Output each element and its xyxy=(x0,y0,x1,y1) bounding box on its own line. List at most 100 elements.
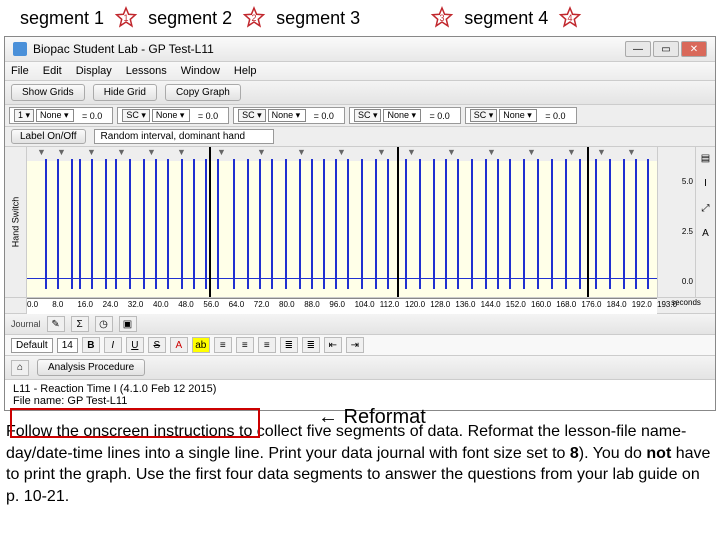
chart-area[interactable]: ▼▼▼▼▼▼▼▼▼▼▼▼▼▼▼▼▼▼▼ xyxy=(27,147,657,297)
journal-clock-icon[interactable]: ◷ xyxy=(95,316,113,332)
chart-tool-1[interactable]: I xyxy=(704,178,707,189)
star-3-icon: 3 xyxy=(430,6,454,30)
event-marker-icon: ▼ xyxy=(527,147,536,157)
y-axis-scale: 5.02.50.0 xyxy=(657,147,695,297)
data-spike xyxy=(91,159,93,289)
journal-img-icon[interactable]: ▣ xyxy=(119,316,137,332)
menu-file[interactable]: File xyxy=(11,65,29,77)
segment-header: segment 1 1 segment 2 2 segment 3 3 segm… xyxy=(0,0,720,36)
data-spike xyxy=(217,159,219,289)
window-title: Biopac Student Lab - GP Test-L11 xyxy=(33,42,214,56)
indent-less-button[interactable]: ⇤ xyxy=(324,337,342,353)
menu-lessons[interactable]: Lessons xyxy=(126,65,167,77)
font-family-select[interactable]: Default xyxy=(11,338,53,353)
svg-text:1: 1 xyxy=(124,13,129,23)
data-spike xyxy=(205,159,207,289)
event-marker-icon: ▼ xyxy=(337,147,346,157)
data-spike xyxy=(361,159,363,289)
segment-1-label: segment 1 xyxy=(20,8,104,29)
italic-button[interactable]: I xyxy=(104,337,122,353)
channel-measurement-row: 1 ▾None ▾= 0.0SC ▾None ▾= 0.0SC ▾None ▾=… xyxy=(5,105,715,127)
data-spike xyxy=(233,159,235,289)
reformat-arrow-label: ← Reformat xyxy=(318,406,426,429)
align-left-button[interactable]: ≡ xyxy=(214,337,232,353)
menu-edit[interactable]: Edit xyxy=(43,65,62,77)
channel-box-3[interactable]: SC ▾None ▾= 0.0 xyxy=(349,107,461,124)
align-center-button[interactable]: ≡ xyxy=(236,337,254,353)
event-marker-icon: ▼ xyxy=(377,147,386,157)
data-spike xyxy=(485,159,487,289)
menubar: File Edit Display Lessons Window Help xyxy=(5,62,715,81)
segment-3-label: segment 3 xyxy=(276,8,360,29)
star-2-icon: 2 xyxy=(242,6,266,30)
chart-tool-3[interactable]: A xyxy=(702,228,709,239)
reformat-highlight-box xyxy=(10,408,260,438)
bold-button[interactable]: B xyxy=(82,337,100,353)
segment-divider xyxy=(397,147,399,297)
data-spike xyxy=(565,159,567,289)
journal-icon[interactable]: ✎ xyxy=(47,316,65,332)
data-spike xyxy=(311,159,313,289)
event-marker-icon: ▼ xyxy=(217,147,226,157)
data-spike xyxy=(551,159,553,289)
underline-button[interactable]: U xyxy=(126,337,144,353)
menu-help[interactable]: Help xyxy=(234,65,257,77)
indent-more-button[interactable]: ⇥ xyxy=(346,337,364,353)
hide-grid-button[interactable]: Hide Grid xyxy=(93,84,157,101)
segment-2-label: segment 2 xyxy=(148,8,232,29)
analysis-toolbar: ⌂ Analysis Procedure xyxy=(5,356,715,380)
font-size-select[interactable]: 14 xyxy=(57,338,78,353)
close-button[interactable]: ✕ xyxy=(681,41,707,57)
data-spike xyxy=(537,159,539,289)
data-spike xyxy=(105,159,107,289)
channel-box-2[interactable]: SC ▾None ▾= 0.0 xyxy=(233,107,345,124)
data-spike xyxy=(285,159,287,289)
segment-label-text: Random interval, dominant hand xyxy=(94,129,274,144)
channel-box-0[interactable]: 1 ▾None ▾= 0.0 xyxy=(9,107,113,124)
menu-window[interactable]: Window xyxy=(181,65,220,77)
segment-divider xyxy=(209,147,211,297)
svg-text:2: 2 xyxy=(252,13,257,23)
list-number-button[interactable]: ≣ xyxy=(302,337,320,353)
event-marker-icon: ▼ xyxy=(407,147,416,157)
event-marker-icon: ▼ xyxy=(627,147,636,157)
data-spike xyxy=(375,159,377,289)
analysis-procedure-button[interactable]: Analysis Procedure xyxy=(37,359,145,376)
titlebar: Biopac Student Lab - GP Test-L11 — ▭ ✕ xyxy=(5,37,715,62)
channel-box-1[interactable]: SC ▾None ▾= 0.0 xyxy=(117,107,229,124)
data-spike xyxy=(143,159,145,289)
data-spike xyxy=(79,159,81,289)
align-right-button[interactable]: ≡ xyxy=(258,337,276,353)
data-spike xyxy=(433,159,435,289)
show-grids-button[interactable]: Show Grids xyxy=(11,84,85,101)
data-spike xyxy=(167,159,169,289)
data-spike xyxy=(335,159,337,289)
event-marker-icon: ▼ xyxy=(297,147,306,157)
journal-label: Journal xyxy=(11,319,41,329)
maximize-button[interactable]: ▭ xyxy=(653,41,679,57)
data-spike xyxy=(509,159,511,289)
home-icon[interactable]: ⌂ xyxy=(11,360,29,376)
instr-bold-not: not xyxy=(646,445,671,462)
menu-display[interactable]: Display xyxy=(76,65,112,77)
event-marker-icon: ▼ xyxy=(447,147,456,157)
strike-button[interactable]: S xyxy=(148,337,166,353)
copy-graph-button[interactable]: Copy Graph xyxy=(165,84,241,101)
label-onoff-button[interactable]: Label On/Off xyxy=(11,129,86,144)
format-toolbar: Default 14 B I U S A ab ≡ ≡ ≡ ≣ ≣ ⇤ ⇥ xyxy=(5,335,715,356)
chart-tool-0[interactable]: ▤ xyxy=(701,153,710,164)
data-spike xyxy=(419,159,421,289)
toolbar: Show Grids Hide Grid Copy Graph xyxy=(5,81,715,105)
font-color-button[interactable]: A xyxy=(170,337,188,353)
channel-box-4[interactable]: SC ▾None ▾= 0.0 xyxy=(465,107,577,124)
chart-tool-2[interactable]: ⤢ xyxy=(702,203,710,214)
list-bullet-button[interactable]: ≣ xyxy=(280,337,298,353)
highlight-button[interactable]: ab xyxy=(192,337,210,353)
star-1-icon: 1 xyxy=(114,6,138,30)
journal-sigma-icon[interactable]: Σ xyxy=(71,316,89,332)
event-marker-icon: ▼ xyxy=(57,147,66,157)
svg-text:3: 3 xyxy=(440,13,445,23)
event-marker-row: ▼▼▼▼▼▼▼▼▼▼▼▼▼▼▼▼▼▼▼ xyxy=(27,147,657,161)
minimize-button[interactable]: — xyxy=(625,41,651,57)
data-spike xyxy=(45,159,47,289)
